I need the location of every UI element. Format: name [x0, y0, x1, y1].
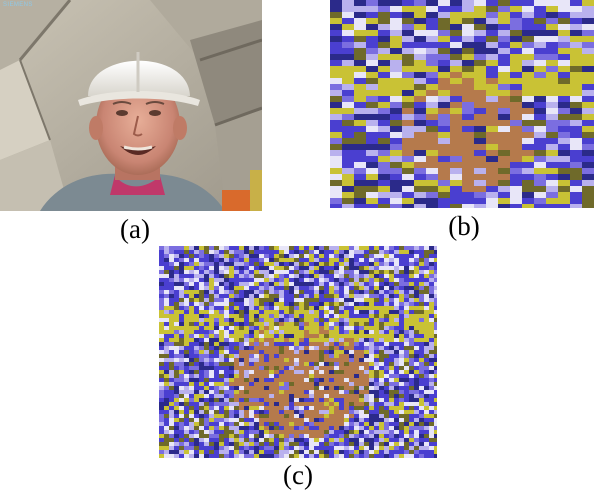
caption-a: (a) [120, 214, 150, 244]
fine-noise-canvas [159, 246, 437, 458]
watermark-text: SIEMENS [3, 2, 33, 8]
panel-a-image: SIEMENS [0, 0, 262, 211]
blocky-noise-canvas [330, 0, 594, 208]
panel-b-image [330, 0, 594, 208]
caption-c: (c) [283, 460, 313, 490]
caption-b: (b) [448, 211, 480, 241]
foreman-frame-illustration [0, 0, 262, 211]
panel-c-image [159, 246, 437, 458]
